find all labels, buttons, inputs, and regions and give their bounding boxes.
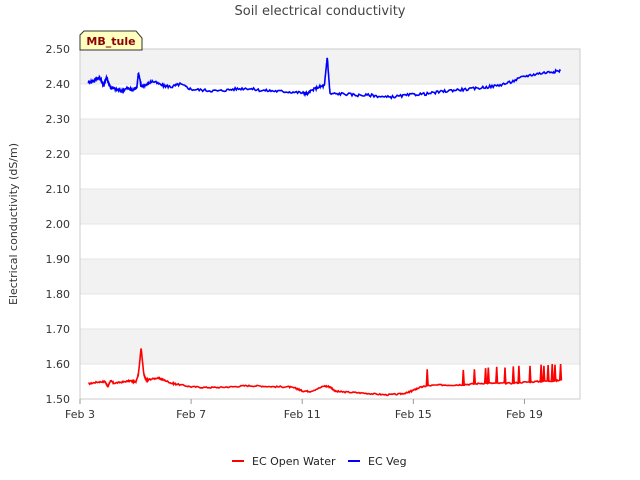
y-tick-label: 2.30 — [46, 113, 71, 126]
legend-label-veg: EC Veg — [368, 455, 407, 468]
y-tick-label: 2.20 — [46, 148, 71, 161]
y-tick-label: 2.50 — [46, 43, 71, 56]
open-water-spike — [483, 368, 488, 384]
y-tick-label: 1.70 — [46, 323, 71, 336]
y-tick-label: 1.50 — [46, 393, 71, 406]
open-water-spike — [461, 369, 465, 385]
open-water-spike — [486, 367, 490, 384]
open-water-spike — [546, 365, 550, 382]
open-water-spike — [528, 365, 532, 382]
grid-band — [80, 119, 580, 154]
x-tick-label: Feb 7 — [176, 408, 206, 421]
open-water-spike — [550, 363, 554, 381]
y-axis-ticks: 1.50 1.60 1.70 1.80 1.90 2.00 2.10 2.20 2.30 2.40… — [46, 43, 71, 406]
x-tick-label: Feb 3 — [65, 408, 95, 421]
grid-band — [80, 189, 580, 224]
x-axis-ticks: Feb 3 Feb 7 Feb 11 Feb 15 Feb 19 — [65, 399, 543, 421]
y-tick-label: 1.80 — [46, 288, 71, 301]
y-tick-label: 1.60 — [46, 358, 71, 371]
open-water-spike — [542, 365, 546, 382]
open-water-spike — [472, 369, 477, 384]
open-water-spike — [517, 365, 521, 383]
chart-title: Soil electrical conductivity — [234, 4, 405, 19]
badge-shape — [79, 30, 143, 51]
open-water-spike — [558, 363, 563, 381]
y-tick-label: 1.90 — [46, 253, 71, 266]
series-line-open-water — [88, 348, 562, 397]
x-tick-label: Feb 15 — [395, 408, 432, 421]
open-water-spike — [553, 364, 557, 381]
y-tick-label: 2.40 — [46, 78, 71, 91]
y-axis-label: Electrical conductivity (dS/m) — [7, 143, 20, 305]
grid-band — [80, 49, 580, 84]
series-group — [87, 57, 563, 397]
x-tick-label: Feb 19 — [506, 408, 543, 421]
open-water-spike — [503, 367, 507, 384]
legend: EC Open Water EC Veg — [232, 455, 407, 468]
grid-band — [80, 329, 580, 364]
open-water-spike — [495, 366, 499, 384]
plot-area — [79, 48, 581, 400]
y-tick-label: 2.00 — [46, 218, 71, 231]
x-tick-label: Feb 11 — [284, 408, 321, 421]
legend-label-open-water: EC Open Water — [252, 455, 336, 468]
grid-band — [80, 259, 580, 294]
grid-bands — [80, 49, 580, 364]
badge-label: MB_tule — [86, 35, 135, 48]
open-water-spike — [511, 366, 515, 384]
open-water-spike — [539, 364, 543, 382]
open-water-spike — [425, 369, 429, 386]
site-badge: MB_tule — [79, 30, 143, 51]
series-line-veg — [87, 57, 562, 100]
y-tick-label: 2.10 — [46, 183, 71, 196]
